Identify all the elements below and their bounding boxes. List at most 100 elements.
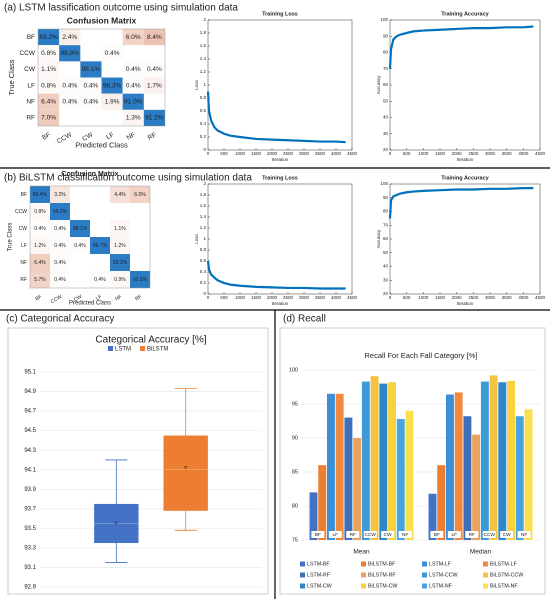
y-tick-label: 60 — [383, 236, 389, 241]
chart-title: Training Accuracy — [441, 11, 489, 17]
y-tick-label: 0.2 — [200, 134, 207, 139]
x-tick-label: 0 — [207, 295, 210, 300]
x-axis-label: Iteration — [457, 157, 474, 162]
y-tick-label: 1.2 — [200, 69, 207, 74]
x-tick-label: 2500 — [468, 151, 479, 156]
legend-label: BiLSTM-RF — [368, 572, 396, 578]
legend-swatch — [422, 561, 427, 567]
x-axis-label: Predicted Class — [69, 301, 111, 307]
bar — [472, 434, 481, 540]
y-tick-label: LF — [21, 243, 27, 249]
cell — [38, 77, 60, 94]
bar — [498, 382, 507, 540]
pair-label: RF — [350, 532, 356, 538]
legend-swatch — [361, 572, 366, 578]
y-tick-label: 0.8 — [200, 95, 207, 100]
legend-label: LSTM-RF — [307, 572, 331, 578]
x-tick-label: LF — [95, 294, 103, 302]
x-axis-label: Predicted Class — [75, 140, 128, 149]
line — [388, 187, 534, 219]
x-tick-label: 1500 — [435, 295, 446, 300]
y-tick-label: 94.7 — [24, 409, 36, 415]
y-tick-label: 100 — [380, 17, 388, 22]
chart-title: Training Loss — [262, 11, 298, 17]
legend-swatch — [108, 346, 113, 351]
y-tick-label: 1.6 — [200, 43, 207, 48]
y-tick-label: 60 — [383, 82, 389, 87]
pair-label-bg — [482, 531, 496, 538]
y-tick-label: 0.4 — [200, 269, 207, 274]
y-tick-label: 0 — [203, 291, 206, 296]
cell-label: 1.1% — [41, 66, 56, 73]
cell — [110, 271, 130, 288]
y-tick-label: 0 — [203, 147, 206, 152]
pair-label-bg — [500, 531, 514, 538]
cell-label: 98.1% — [73, 226, 88, 232]
y-tick-label: 92.9 — [24, 585, 36, 591]
x-tick-label: 4500 — [535, 295, 546, 300]
x-tick-label: 1500 — [435, 151, 446, 156]
cell — [80, 77, 102, 94]
cell-label: 0.8% — [34, 209, 46, 215]
y-tick-label: 1 — [203, 236, 206, 241]
cell-label: 0.4% — [34, 226, 46, 232]
y-tick-label: 100 — [289, 367, 298, 373]
cell-label: 0.4% — [54, 243, 66, 249]
cell — [143, 109, 165, 126]
bar — [445, 394, 454, 540]
cell — [122, 61, 144, 78]
y-tick-label: 0.6 — [200, 108, 207, 113]
x-tick-label: 1000 — [418, 151, 429, 156]
legend-swatch — [361, 583, 366, 589]
legend-swatch — [300, 583, 305, 589]
y-tick-label: CCW — [19, 50, 35, 57]
bar — [396, 418, 405, 540]
y-tick-label: 40 — [383, 115, 389, 120]
y-tick-label: 80 — [292, 503, 298, 509]
y-tick-label: NF — [26, 98, 35, 105]
x-tick-label: 500 — [403, 295, 411, 300]
cell — [59, 93, 81, 110]
cell — [38, 45, 60, 62]
cell-label: 98.8% — [61, 50, 80, 57]
panel-frame — [7, 327, 269, 595]
y-tick-label: CW — [24, 66, 36, 73]
cell — [90, 271, 110, 288]
cell-label: 93.3% — [113, 260, 128, 266]
y-tick-label: 0.6 — [200, 258, 207, 263]
y-tick-label: 94.3 — [24, 448, 36, 454]
y-tick-label: 94.1 — [24, 467, 36, 473]
y-tick-label: 100 — [380, 181, 388, 186]
cell-label: 2.4% — [62, 34, 77, 41]
x-tick-label: LF — [105, 131, 115, 141]
x-tick-label: 2500 — [283, 151, 294, 156]
y-tick-label: 95 — [292, 401, 298, 407]
y-tick-label: 94.9 — [24, 389, 36, 395]
x-tick-label: 3000 — [485, 295, 496, 300]
legend-swatch — [361, 561, 366, 567]
cell — [143, 61, 165, 78]
cell — [38, 29, 60, 46]
y-axis-label: True Class — [7, 59, 16, 95]
x-tick-label: 2000 — [452, 295, 463, 300]
pair-label: NF — [402, 532, 408, 538]
cell-label: 1.2% — [34, 243, 46, 249]
cell-label: 0.4% — [62, 98, 77, 105]
y-tick-label: 0.4 — [200, 121, 207, 126]
x-tick-label: 500 — [403, 151, 411, 156]
x-tick-label: 2000 — [452, 151, 463, 156]
y-tick-label: 1 — [203, 82, 206, 87]
cell-label: 4.4% — [114, 192, 126, 198]
cell — [130, 186, 150, 203]
x-tick-label: BF — [41, 131, 52, 141]
bar — [405, 410, 414, 540]
x-tick-label: 4500 — [347, 151, 358, 156]
x-axis-label: Iteration — [457, 301, 474, 306]
cell — [110, 254, 130, 271]
mean-marker: × — [184, 465, 188, 471]
cell — [30, 186, 50, 203]
bar — [428, 493, 437, 540]
cell-label: 1.2% — [114, 243, 126, 249]
y-tick-label: 30 — [383, 277, 389, 282]
